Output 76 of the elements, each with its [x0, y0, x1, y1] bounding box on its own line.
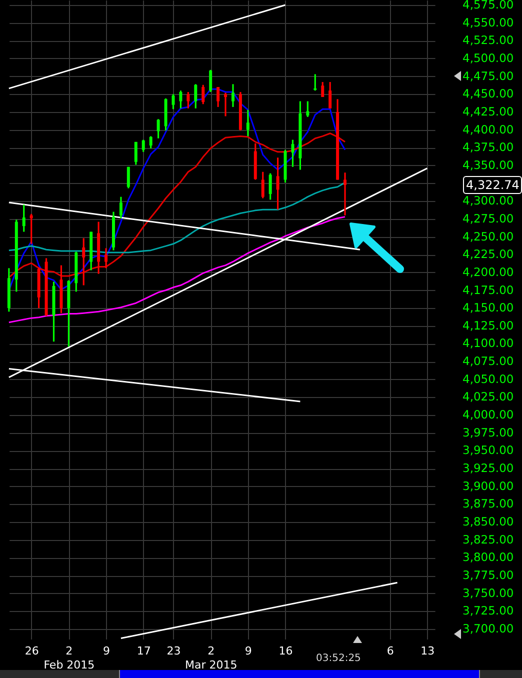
- candlestick: [149, 135, 152, 150]
- y-tick-label: 3,950.00: [462, 443, 514, 458]
- candlestick: [104, 247, 108, 269]
- y-tick-label: 4,375.00: [462, 140, 514, 154]
- candlestick: [216, 86, 220, 108]
- candlestick: [231, 83, 234, 108]
- candlestick: [202, 84, 205, 105]
- x-tick-label: 26: [24, 644, 39, 658]
- y-tick-label: 4,450.00: [462, 86, 514, 101]
- candlestick: [156, 118, 160, 140]
- x-tick-label: 17: [136, 644, 151, 658]
- candlestick: [224, 92, 228, 118]
- y-tick-label: 4,300.00: [462, 194, 514, 208]
- y-tick-label: 4,475.00: [462, 68, 514, 83]
- x-tick-label: 6: [386, 644, 394, 658]
- y-tick-label: 4,425.00: [462, 104, 514, 118]
- y-tick-label: 3,700.00: [462, 622, 514, 636]
- candlestick: [209, 69, 212, 93]
- y-tick-label: 4,275.00: [462, 211, 514, 226]
- y-tick-label: 3,725.00: [462, 604, 514, 618]
- candlestick: [344, 172, 347, 216]
- candlestick: [186, 91, 190, 110]
- line-series: [8, 216, 346, 324]
- candlestick: [126, 166, 130, 190]
- y-tick-label: 3,925.00: [462, 461, 514, 476]
- x-tick-label: 9: [244, 644, 252, 658]
- y-tick-label: 4,525.00: [462, 33, 514, 48]
- y-tick-label: 4,100.00: [462, 336, 514, 350]
- y-tick-label: 3,775.00: [462, 568, 514, 582]
- y-tick-label: 4,575.00: [462, 0, 514, 12]
- candlestick: [194, 83, 198, 110]
- x-tick-label: 2 Mar 2015: [184, 644, 238, 672]
- y-tick-label: 4,200.00: [462, 264, 514, 279]
- y-tick-label: 4,150.00: [462, 300, 514, 315]
- candlestick: [22, 204, 26, 233]
- candlestick: [172, 93, 175, 110]
- y-tick-label: 4,000.00: [462, 408, 514, 422]
- candlestick: [328, 81, 332, 110]
- y-tick-label: 4,500.00: [462, 50, 514, 65]
- candlestick: [82, 237, 86, 286]
- candlestick: [246, 109, 250, 138]
- candlestick: [268, 172, 272, 200]
- y-tick-label: 4,050.00: [462, 372, 514, 386]
- y-tick-label: 4,225.00: [462, 247, 514, 262]
- x-tick-label: 9: [103, 644, 110, 658]
- y-tick-label: 4,075.00: [462, 354, 514, 368]
- candlestick: [276, 156, 280, 210]
- candlestick: [142, 138, 145, 153]
- x-tick-label: 2 Feb 2015: [44, 644, 95, 672]
- x-tick-label: 16: [278, 644, 293, 658]
- text: 4,322.74: [463, 176, 522, 194]
- y-tick-label: 3,800.00: [462, 550, 514, 564]
- y-tick-label: 4,175.00: [462, 282, 514, 297]
- candlestick: [306, 100, 310, 118]
- y-tick-label: 3,975.00: [462, 425, 514, 440]
- candlestick: [179, 90, 182, 110]
- candlestick: [291, 138, 294, 168]
- candlestick: [261, 171, 264, 200]
- y-tick-label: 4,025.00: [462, 390, 514, 404]
- candlestick: [321, 81, 324, 98]
- x-tick-label: 13: [420, 644, 435, 658]
- x-tick-label: 23: [166, 644, 181, 658]
- y-tick-label: 4,400.00: [462, 122, 514, 136]
- y-tick-label: 3,875.00: [462, 496, 514, 511]
- y-tick-label: 3,900.00: [462, 478, 514, 493]
- y-tick-label: 4,250.00: [462, 229, 514, 244]
- candlestick: [314, 73, 317, 92]
- y-tick-label: 4,125.00: [462, 318, 514, 332]
- y-tick-label: 4,550.00: [462, 15, 514, 30]
- text: 03:52:25: [316, 653, 361, 664]
- y-tick-label: 3,825.00: [462, 532, 514, 546]
- candlestick: [134, 141, 138, 166]
- y-tick-label: 3,750.00: [462, 586, 514, 600]
- candlestick: [119, 196, 122, 220]
- y-tick-label: 4,350.00: [462, 158, 514, 172]
- y-tick-label: 3,850.00: [462, 514, 514, 529]
